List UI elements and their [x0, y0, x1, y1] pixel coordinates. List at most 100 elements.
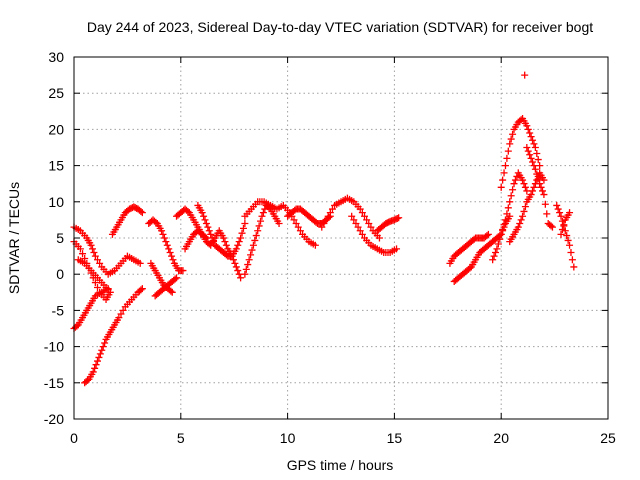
data-point [237, 274, 245, 282]
data-point [171, 275, 179, 283]
data-point [497, 230, 505, 238]
data-point [117, 310, 125, 318]
data-point [534, 175, 542, 183]
series-arc-v [506, 169, 548, 246]
data-point [74, 256, 82, 264]
x-tick-label: 20 [493, 430, 509, 446]
series-arc-t [489, 169, 531, 264]
data-point [173, 274, 181, 282]
data-point [527, 154, 535, 162]
data-point [521, 183, 529, 191]
data-point [136, 259, 144, 267]
data-point [137, 286, 145, 294]
data-point [89, 245, 97, 253]
data-point [354, 223, 362, 231]
data-point [517, 216, 525, 224]
grid-lines [74, 57, 608, 419]
data-point [166, 248, 174, 256]
axis-ticks [73, 56, 609, 420]
data-point [520, 207, 528, 215]
data-point [152, 218, 160, 226]
series-arc-x [553, 201, 578, 271]
data-point [527, 191, 535, 199]
data-point [248, 246, 256, 254]
data-point [159, 230, 167, 238]
data-point [234, 241, 242, 249]
data-point [201, 216, 209, 224]
data-point [210, 238, 218, 246]
data-point [241, 220, 249, 228]
data-point [350, 216, 358, 224]
data-point [98, 346, 106, 354]
data-point [104, 285, 112, 293]
data-point [526, 151, 534, 159]
data-point [259, 209, 267, 217]
y-tick-label: -10 [44, 339, 64, 355]
data-point [76, 245, 84, 253]
data-point [500, 221, 508, 229]
data-point [165, 245, 173, 253]
data-point [557, 230, 565, 238]
data-point [531, 144, 539, 151]
y-tick-label: 10 [48, 194, 64, 210]
data-point [247, 251, 255, 259]
data-point [566, 209, 574, 217]
data-point [507, 192, 515, 200]
data-point [167, 287, 175, 295]
data-point [540, 176, 548, 184]
data-point [500, 169, 508, 177]
y-tick-label: 20 [48, 121, 64, 137]
data-point [258, 212, 266, 220]
series-arc-r [446, 230, 492, 267]
data-point [533, 170, 541, 178]
data-point [198, 209, 206, 217]
data-point [358, 209, 366, 217]
data-point [363, 216, 371, 224]
data-point [254, 227, 262, 235]
data-point [184, 207, 192, 215]
x-tick-label: 0 [70, 430, 78, 446]
data-point [497, 183, 505, 191]
data-point [328, 205, 336, 213]
x-tick-label: 10 [280, 430, 296, 446]
data-point [516, 220, 524, 228]
data-point [138, 285, 146, 293]
data-points [70, 71, 578, 387]
data-point [324, 212, 332, 220]
data-point [520, 180, 528, 188]
series-arc-p [348, 212, 401, 256]
data-point [365, 220, 373, 228]
data-point [255, 222, 263, 230]
data-point [529, 158, 537, 166]
data-point [242, 265, 250, 273]
data-point [292, 220, 300, 228]
data-point [138, 209, 146, 217]
data-point [96, 350, 104, 358]
data-point [356, 205, 364, 213]
data-point [501, 216, 509, 224]
data-point [367, 223, 375, 231]
y-tick-label: 25 [48, 85, 64, 101]
data-point [92, 361, 100, 369]
data-point [489, 256, 497, 264]
data-point [320, 220, 328, 228]
data-point [570, 263, 578, 271]
data-point [89, 368, 97, 376]
data-point [232, 263, 240, 271]
data-point [197, 229, 205, 237]
data-point [501, 162, 509, 170]
data-point [509, 130, 517, 138]
data-point [87, 241, 95, 249]
data-point [232, 245, 240, 253]
data-point [466, 264, 474, 272]
data-point [119, 306, 127, 314]
data-point [509, 186, 517, 194]
data-point [519, 212, 527, 220]
data-point [93, 283, 101, 291]
data-point [252, 232, 260, 240]
data-point [533, 176, 541, 184]
data-point [294, 223, 302, 231]
data-point [499, 226, 507, 234]
data-point [536, 180, 544, 188]
